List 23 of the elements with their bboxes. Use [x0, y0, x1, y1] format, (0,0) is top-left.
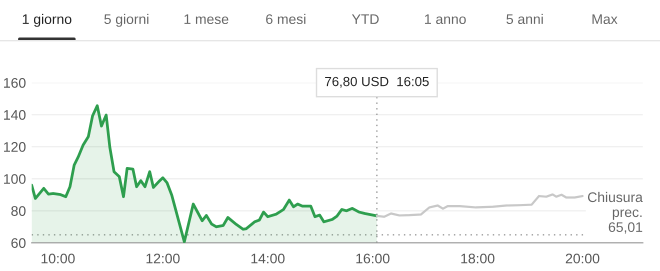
text: YTD	[352, 14, 379, 24]
x-tick-label: 18:00	[461, 254, 494, 264]
x-tick-label: 16:00	[356, 254, 390, 264]
x-tick-label: 14:00	[251, 254, 285, 264]
text: 1 giorno	[22, 14, 72, 27]
text: 6 mesi	[266, 14, 306, 24]
text: 5 anni	[506, 14, 543, 24]
ref-line-label: 76,80 USD 16:05	[325, 76, 429, 88]
y-tick-label: 100	[4, 174, 26, 184]
text: Max	[592, 14, 618, 24]
x-tick-label: 12:00	[146, 254, 180, 264]
y-tick-label: 120	[4, 142, 26, 152]
line-series	[376, 193, 584, 218]
text: 1 anno	[424, 14, 466, 24]
x-tick-label: 10:00	[42, 254, 75, 264]
text: 1 mese	[184, 14, 228, 24]
text: 5 giorni	[104, 14, 148, 27]
x-tick-label: 20:00	[566, 254, 600, 264]
ref-line-label: Chiusura prec. 65,01	[588, 192, 643, 234]
y-tick-label: 160	[4, 78, 26, 88]
y-tick-label: 140	[4, 110, 26, 120]
y-tick-label: 60	[11, 238, 26, 248]
y-tick-label: 80	[11, 206, 26, 216]
